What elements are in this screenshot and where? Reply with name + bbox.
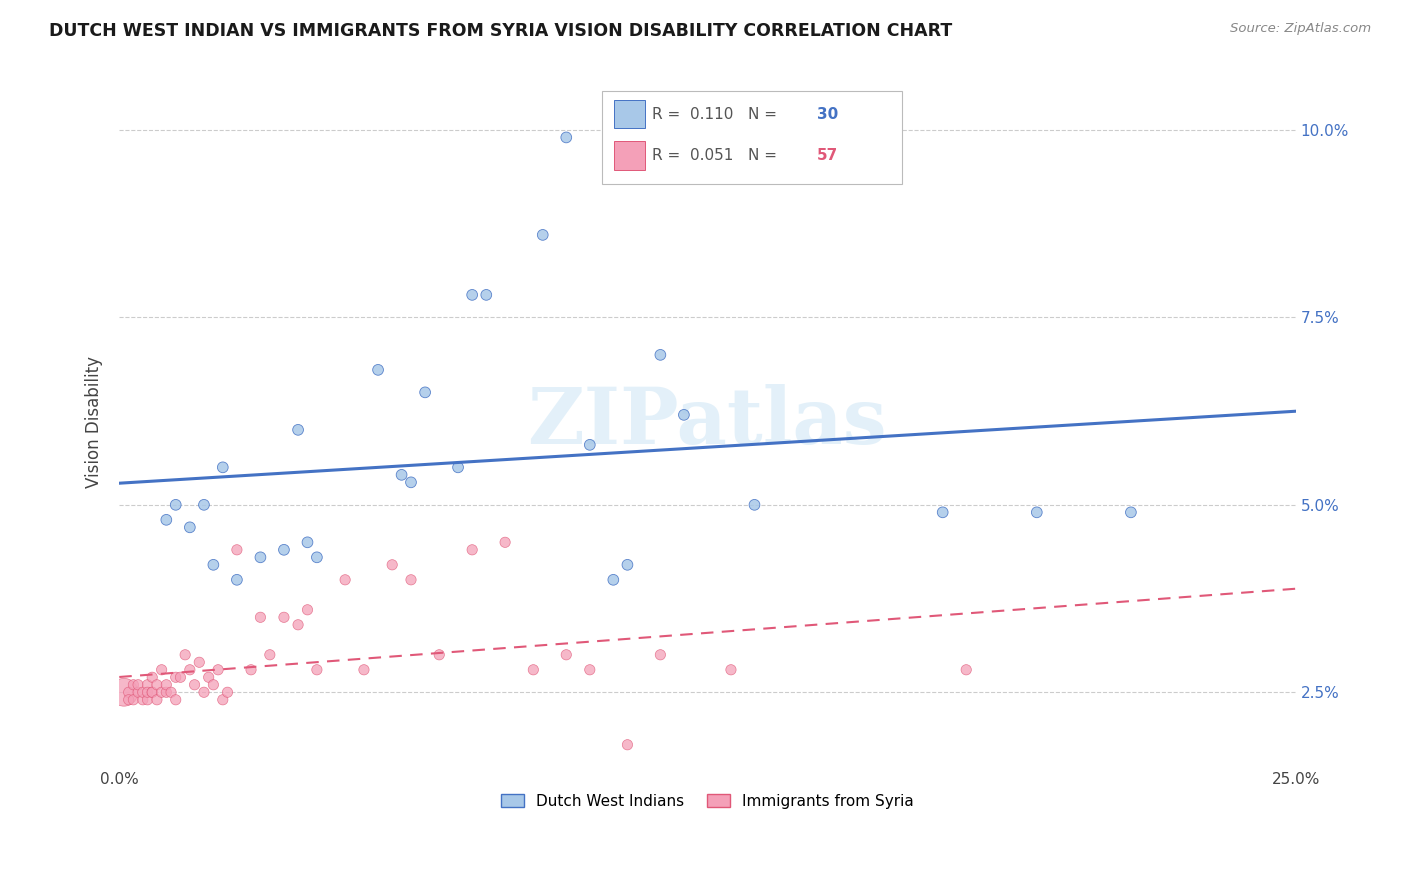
Point — [297, 535, 319, 549]
Point — [207, 663, 229, 677]
Point — [141, 685, 163, 699]
Point — [197, 670, 219, 684]
Point — [297, 603, 319, 617]
Point — [188, 655, 211, 669]
Point — [179, 520, 201, 534]
Point — [141, 685, 163, 699]
Point — [127, 685, 149, 699]
Text: 57: 57 — [817, 148, 838, 163]
Point — [193, 498, 215, 512]
Point — [578, 438, 600, 452]
Point — [155, 685, 177, 699]
Text: DUTCH WEST INDIAN VS IMMIGRANTS FROM SYRIA VISION DISABILITY CORRELATION CHART: DUTCH WEST INDIAN VS IMMIGRANTS FROM SYR… — [49, 22, 952, 40]
Point — [155, 678, 177, 692]
Point — [305, 550, 328, 565]
Point — [122, 678, 145, 692]
Point — [155, 513, 177, 527]
Point — [122, 692, 145, 706]
Point — [461, 542, 484, 557]
Point — [165, 498, 187, 512]
Y-axis label: Vision Disability: Vision Disability — [86, 356, 103, 488]
Point — [249, 550, 271, 565]
Point — [259, 648, 281, 662]
Point — [202, 678, 225, 692]
Point — [353, 663, 375, 677]
Point — [132, 685, 155, 699]
Point — [522, 663, 544, 677]
Point — [616, 558, 638, 572]
Point — [165, 670, 187, 684]
Point — [287, 617, 309, 632]
Point — [461, 288, 484, 302]
Text: ZIPatlas: ZIPatlas — [527, 384, 887, 460]
Point — [132, 692, 155, 706]
Text: Source: ZipAtlas.com: Source: ZipAtlas.com — [1230, 22, 1371, 36]
Point — [367, 363, 389, 377]
Legend: Dutch West Indians, Immigrants from Syria: Dutch West Indians, Immigrants from Syri… — [495, 788, 920, 814]
Point — [136, 678, 159, 692]
Text: R =  0.110   N =: R = 0.110 N = — [652, 106, 782, 121]
Point — [1119, 505, 1142, 519]
Point — [475, 288, 498, 302]
Point — [127, 678, 149, 692]
Point — [427, 648, 450, 662]
FancyBboxPatch shape — [602, 91, 901, 185]
Point — [136, 692, 159, 706]
Point — [118, 692, 141, 706]
Point — [447, 460, 470, 475]
FancyBboxPatch shape — [614, 100, 645, 128]
Point — [720, 663, 742, 677]
Point — [555, 648, 578, 662]
Point — [273, 542, 295, 557]
Point — [217, 685, 239, 699]
Point — [650, 348, 672, 362]
Point — [531, 227, 554, 242]
Point — [146, 692, 169, 706]
Point — [141, 670, 163, 684]
Text: 30: 30 — [817, 106, 838, 121]
Point — [165, 692, 187, 706]
Point — [616, 738, 638, 752]
Point — [193, 685, 215, 699]
Point — [112, 685, 135, 699]
Point — [381, 558, 404, 572]
Point — [160, 685, 183, 699]
Point — [179, 663, 201, 677]
Point — [136, 685, 159, 699]
Point — [555, 130, 578, 145]
Point — [211, 692, 233, 706]
Point — [202, 558, 225, 572]
Point — [225, 542, 247, 557]
Point — [494, 535, 516, 549]
Text: R =  0.051   N =: R = 0.051 N = — [652, 148, 782, 163]
Point — [672, 408, 695, 422]
Point — [211, 460, 233, 475]
Point — [1025, 505, 1047, 519]
Point — [150, 685, 173, 699]
FancyBboxPatch shape — [614, 141, 645, 169]
Point — [650, 648, 672, 662]
Point — [183, 678, 205, 692]
Point — [225, 573, 247, 587]
Point — [391, 467, 413, 482]
Point — [150, 663, 173, 677]
Point — [931, 505, 953, 519]
Point — [146, 678, 169, 692]
Point — [169, 670, 191, 684]
Point — [287, 423, 309, 437]
Point — [249, 610, 271, 624]
Point — [305, 663, 328, 677]
Point — [174, 648, 197, 662]
Point — [955, 663, 977, 677]
Point — [413, 385, 436, 400]
Point — [333, 573, 356, 587]
Point — [744, 498, 766, 512]
Point — [578, 663, 600, 677]
Point — [399, 573, 422, 587]
Point — [273, 610, 295, 624]
Point — [602, 573, 624, 587]
Point — [240, 663, 263, 677]
Point — [399, 475, 422, 490]
Point — [118, 685, 141, 699]
